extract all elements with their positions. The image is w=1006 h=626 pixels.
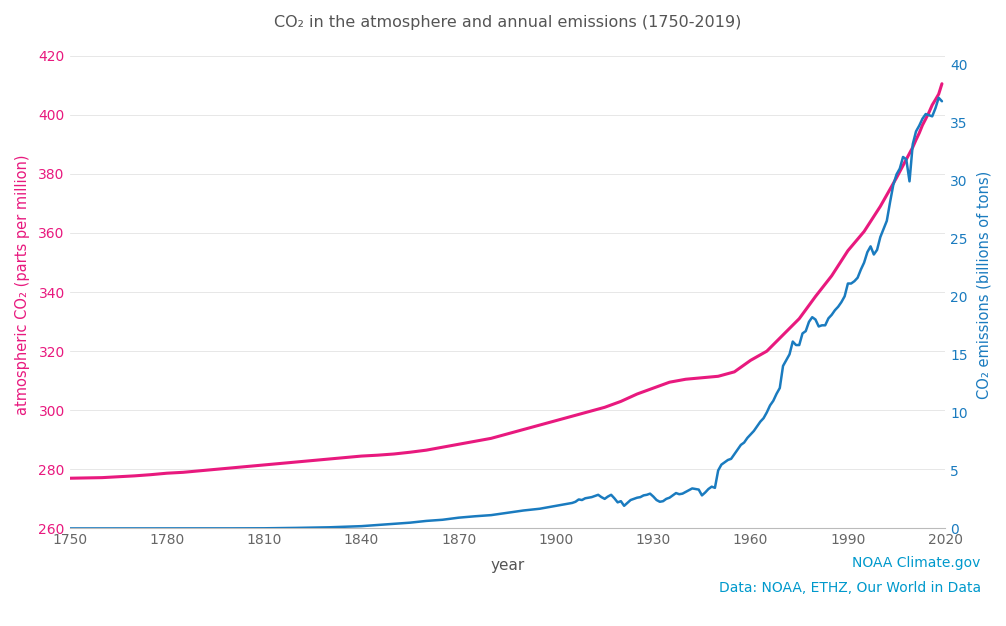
Title: CO₂ in the atmosphere and annual emissions (1750-2019): CO₂ in the atmosphere and annual emissio…: [274, 15, 741, 30]
X-axis label: year: year: [490, 558, 524, 573]
Text: Data: NOAA, ETHZ, Our World in Data: Data: NOAA, ETHZ, Our World in Data: [718, 581, 981, 595]
Text: NOAA Climate.gov: NOAA Climate.gov: [852, 556, 981, 570]
Y-axis label: CO₂ emissions (billions of tons): CO₂ emissions (billions of tons): [976, 170, 991, 399]
Y-axis label: atmospheric CO₂ (parts per million): atmospheric CO₂ (parts per million): [15, 155, 30, 415]
